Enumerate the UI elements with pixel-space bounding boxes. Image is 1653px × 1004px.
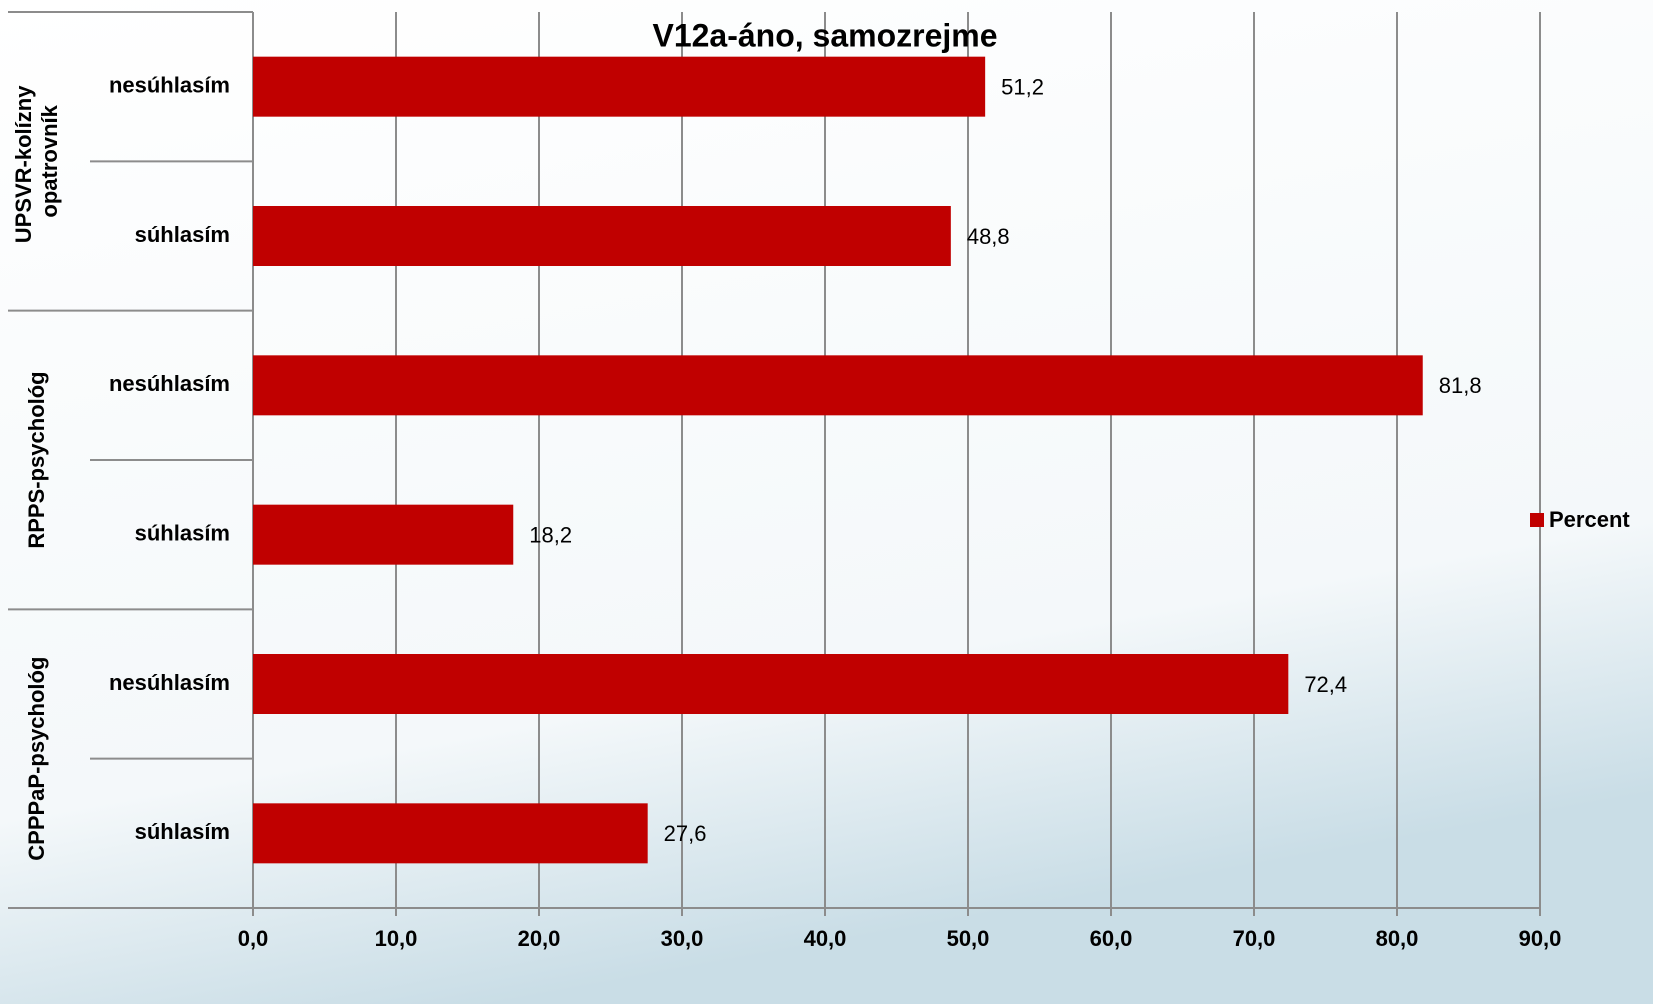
group-label: UPSVR-kolízny opatrovník (11, 79, 62, 243)
group-label: RPPS-psychológ (24, 371, 49, 548)
bar (253, 206, 951, 266)
x-tick-label: 40,0 (804, 926, 847, 951)
bar (253, 654, 1289, 714)
group-label: CPPPaP-psychológ (24, 657, 49, 861)
x-tick-label: 50,0 (947, 926, 990, 951)
y-tick-label: súhlasím (135, 520, 230, 545)
bar (253, 803, 648, 864)
value-label: 81,8 (1439, 373, 1482, 398)
x-tick-label: 80,0 (1376, 926, 1419, 951)
y-tick-label: súhlasím (135, 222, 230, 247)
value-label: 48,8 (967, 224, 1010, 249)
x-tick-label: 70,0 (1233, 926, 1276, 951)
chart-title: V12a-áno, samozrejme (652, 17, 997, 53)
x-tick-label: 60,0 (1090, 926, 1133, 951)
bar (253, 504, 514, 565)
x-tick-label: 30,0 (661, 926, 704, 951)
x-tick-label: 10,0 (375, 926, 418, 951)
y-tick-label: nesúhlasím (109, 670, 230, 695)
x-tick-label: 90,0 (1519, 926, 1562, 951)
legend-label: Percent (1549, 507, 1630, 532)
y-tick-label: súhlasím (135, 819, 230, 844)
x-tick-label: 0,0 (238, 926, 269, 951)
value-label: 18,2 (529, 522, 572, 547)
legend-swatch (1530, 513, 1544, 527)
value-label: 27,6 (664, 821, 707, 846)
value-label: 72,4 (1304, 672, 1347, 697)
value-label: 51,2 (1001, 74, 1044, 99)
y-tick-label: nesúhlasím (109, 371, 230, 396)
bar (253, 355, 1423, 416)
bar (253, 56, 986, 117)
x-tick-label: 20,0 (518, 926, 561, 951)
y-tick-label: nesúhlasím (109, 72, 230, 97)
